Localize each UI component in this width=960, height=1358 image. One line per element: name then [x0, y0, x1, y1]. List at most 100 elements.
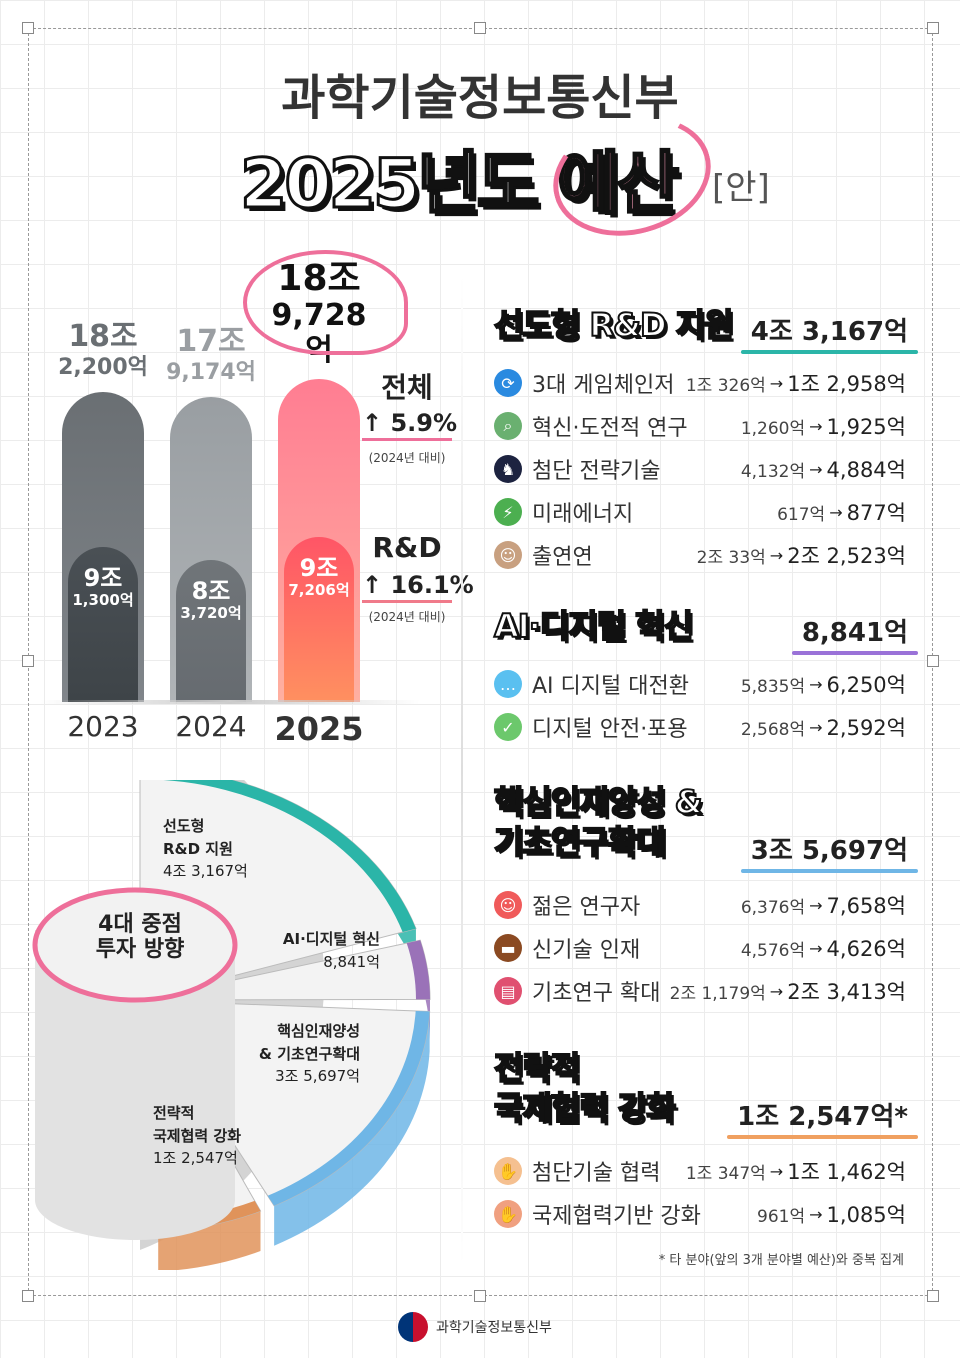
item-2024-value: 4,132억	[740, 461, 806, 482]
item-name: 기초연구 확대	[532, 981, 661, 1006]
books-icon: ▤	[494, 977, 522, 1005]
resize-handle[interactable]	[22, 1290, 34, 1302]
pie-label-1: 선도형 R&D 지원 4조 3,167억	[163, 815, 293, 883]
arrow-icon: →	[809, 416, 823, 436]
item-2024-value: 2조 33억	[696, 547, 766, 568]
item-2024-value: 2조 1,179억	[669, 983, 766, 1004]
resize-handle[interactable]	[927, 655, 939, 667]
investment-pie-chart	[32, 780, 431, 1270]
bar-rd-2023	[68, 546, 138, 702]
section-total: 8,841억	[791, 612, 918, 655]
total-label-2024: 17조 9,174억	[150, 325, 272, 385]
pie-segment-side	[158, 1211, 261, 1270]
pie-segment-1	[162, 780, 416, 933]
budget-item: ♞ 첨단 전략기술 4,132억 → 4,884억	[494, 451, 906, 487]
section-total-value: 4조 3,167억	[750, 317, 908, 347]
section-title-line: 기초연구확대	[493, 822, 667, 862]
arrow-icon: →	[769, 981, 784, 1001]
section-title-line: 선도형 R&D 지원	[493, 305, 735, 345]
arrow-icon: →	[809, 717, 823, 737]
arrow-icon: →	[809, 895, 823, 915]
segment-name: 핵심인재양성	[277, 1022, 360, 1040]
item-name: 혁신·도전적 연구	[532, 416, 688, 441]
section-title-line: AI·디지털 혁신	[493, 606, 694, 646]
section-total: 3조 5,697억	[740, 830, 918, 873]
item-name: 디지털 안전·포용	[532, 717, 688, 742]
footer-ministry-name: 과학기술정보통신부	[436, 1320, 552, 1336]
budget-item: ⟳ 3대 게임체인저 1조 326억 → 1조 2,958억	[494, 365, 906, 401]
section-total-value: 8,841억	[801, 618, 908, 648]
item-2025-value: 2조 3,413억	[787, 980, 906, 1004]
total-billion: 2,200억	[58, 354, 148, 380]
annotation-total-change: ↑ 5.9%	[362, 409, 457, 441]
item-2025-value: 4,626억	[826, 937, 906, 961]
total-underline	[791, 651, 918, 655]
footnote: * 타 분야(앞의 3개 분야별 예산)와 중복 집계	[658, 1253, 904, 1268]
segment-name: AI·디지털 혁신	[282, 930, 380, 948]
praying-hands-icon: ✋	[494, 1157, 522, 1185]
annotation-rd-label: R&D	[372, 531, 442, 564]
item-2025-value: 1,925억	[826, 415, 906, 439]
section-title-line: 핵심인재양성 &	[493, 782, 704, 822]
chess-knight-icon: ♞	[494, 455, 522, 483]
item-2024-value: 1,260억	[740, 418, 806, 439]
young-person-icon: ☺	[494, 891, 522, 919]
budget-item: ⚡ 미래에너지 617억 → 877억	[494, 494, 906, 530]
resize-handle[interactable]	[22, 22, 34, 34]
budget-item: ✓ 디지털 안전·포용 2,568억 → 2,592억	[494, 709, 906, 745]
arrow-icon: →	[769, 373, 784, 393]
total-trillion: 18조	[68, 319, 138, 355]
annotation-note: (2024년 대비)	[368, 451, 446, 465]
resize-handle[interactable]	[474, 22, 486, 34]
segment-value: 1조 2,547억	[153, 1149, 238, 1167]
segment-name: 선도형	[163, 817, 205, 835]
highlight-circle	[243, 250, 408, 355]
center-cylinder-top	[32, 887, 238, 1003]
budget-item: ✋ 국제협력기반 강화 961억 → 1,085억	[494, 1196, 906, 1232]
title-suffix: [안]	[712, 168, 770, 208]
pie-label-3: 핵심인재양성 & 기초연구확대 3조 5,697억	[230, 1020, 360, 1088]
total-underline	[740, 869, 918, 873]
item-name: 3대 게임체인저	[532, 373, 675, 398]
bar-rd-2025	[284, 536, 354, 702]
total-billion: 9,174억	[166, 359, 256, 385]
budget-item: ☺ 젊은 연구자 6,376억 → 7,658억	[494, 887, 906, 923]
item-2025-value: 1,085억	[826, 1203, 906, 1227]
shield-check-icon: ✓	[494, 713, 522, 741]
taegeuk-logo-icon	[398, 1312, 428, 1342]
x-tick-label: 2024	[175, 710, 247, 743]
bar-rd-2024	[176, 559, 246, 702]
annotation-note: (2024년 대비)	[368, 610, 446, 624]
arrow-icon: →	[829, 502, 843, 522]
item-2025-value: 7,658억	[826, 894, 906, 918]
center-cylinder-bottom	[35, 1160, 235, 1240]
magnifier-icon: ⌕	[494, 412, 522, 440]
resize-handle[interactable]	[927, 1290, 939, 1302]
rd-label-2024: 8조 3,720억	[170, 577, 252, 623]
resize-handle[interactable]	[22, 655, 34, 667]
title-year: 2025년도	[238, 144, 540, 226]
resize-handle[interactable]	[474, 1290, 486, 1302]
ministry-title: 과학기술정보통신부	[281, 70, 679, 126]
item-name: AI 디지털 대전환	[532, 674, 689, 699]
rd-trillion: 9조	[83, 563, 123, 592]
section-total: 1조 2,547억*	[727, 1096, 918, 1139]
item-2025-value: 877억	[846, 501, 906, 525]
item-2024-value: 5,835억	[740, 676, 806, 697]
item-name: 국제협력기반 강화	[532, 1204, 701, 1229]
pie-label-2: AI·디지털 혁신 8,841억	[250, 928, 380, 973]
item-2024-value: 2,568억	[740, 719, 806, 740]
column-divider	[461, 275, 463, 1265]
total-underline	[727, 1135, 918, 1139]
item-2024-value: 1조 326억	[685, 375, 766, 396]
section-total-value: 1조 2,547억*	[737, 1102, 908, 1132]
item-2025-value: 2조 2,523억	[787, 544, 906, 568]
budget-item: ▤ 기초연구 확대 2조 1,179억 → 2조 3,413억	[494, 973, 906, 1009]
segment-value: 4조 3,167억	[163, 862, 248, 880]
center-line: 투자 방향	[95, 937, 185, 963]
resize-handle[interactable]	[927, 22, 939, 34]
change-value: 5.9%	[390, 409, 458, 437]
total-underline	[740, 350, 918, 354]
arrow-icon: →	[809, 1204, 823, 1224]
item-2025-value: 2,592억	[826, 716, 906, 740]
